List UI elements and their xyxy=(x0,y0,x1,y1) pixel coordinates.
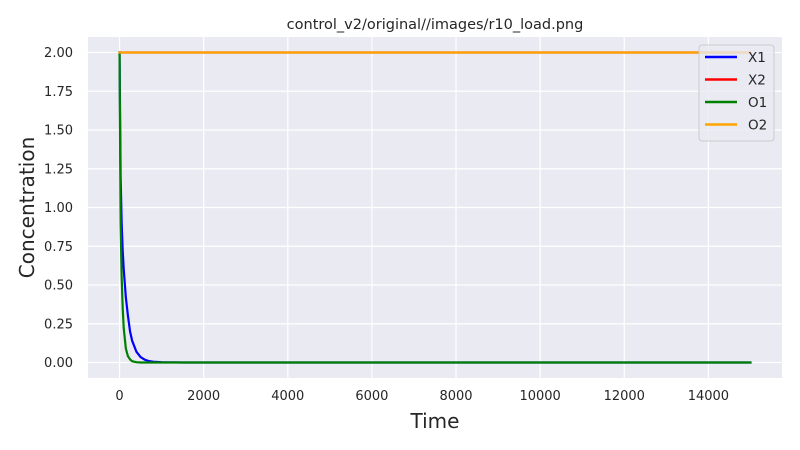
y-tick-label: 2.00 xyxy=(44,46,73,61)
x-tick-label: 14000 xyxy=(688,389,729,404)
x-tick-label: 2000 xyxy=(187,389,220,404)
x-tick-label: 10000 xyxy=(519,389,560,404)
y-axis-label: Concentration xyxy=(15,137,39,278)
chart-title: control_v2/original//images/r10_load.png xyxy=(287,17,584,33)
y-tick-label: 1.50 xyxy=(44,124,73,139)
x-tick-label: 4000 xyxy=(271,389,304,404)
y-tick-label: 0.25 xyxy=(44,317,73,332)
legend: X1 X2 O1 O2 xyxy=(698,44,775,142)
y-tick-label: 1.25 xyxy=(44,162,73,177)
x-tick-label: 0 xyxy=(115,389,123,404)
x-tick-label: 8000 xyxy=(439,389,472,404)
x-tick-label: 12000 xyxy=(604,389,645,404)
y-tick-label: 0.75 xyxy=(44,240,73,255)
legend-label-o2: O2 xyxy=(748,118,767,134)
legend-label-x2: X2 xyxy=(748,73,766,89)
y-tick-label: 0.50 xyxy=(44,279,73,294)
legend-label-x1: X1 xyxy=(748,50,766,66)
y-tick-label: 1.75 xyxy=(44,85,73,100)
x-axis-ticks: 0 2000 4000 6000 8000 10000 12000 14000 xyxy=(115,389,729,404)
y-tick-label: 0.00 xyxy=(44,356,73,371)
y-axis-ticks: 0.00 0.25 0.50 0.75 1.00 1.25 1.50 1.75 2.00 xyxy=(44,46,73,371)
legend-label-o1: O1 xyxy=(748,95,767,111)
y-tick-label: 1.00 xyxy=(44,201,73,216)
x-tick-label: 6000 xyxy=(355,389,388,404)
series-layer xyxy=(118,51,752,364)
x-axis-label: Time xyxy=(410,409,460,433)
legend-box xyxy=(698,44,775,142)
series-line-o1 xyxy=(118,51,752,364)
